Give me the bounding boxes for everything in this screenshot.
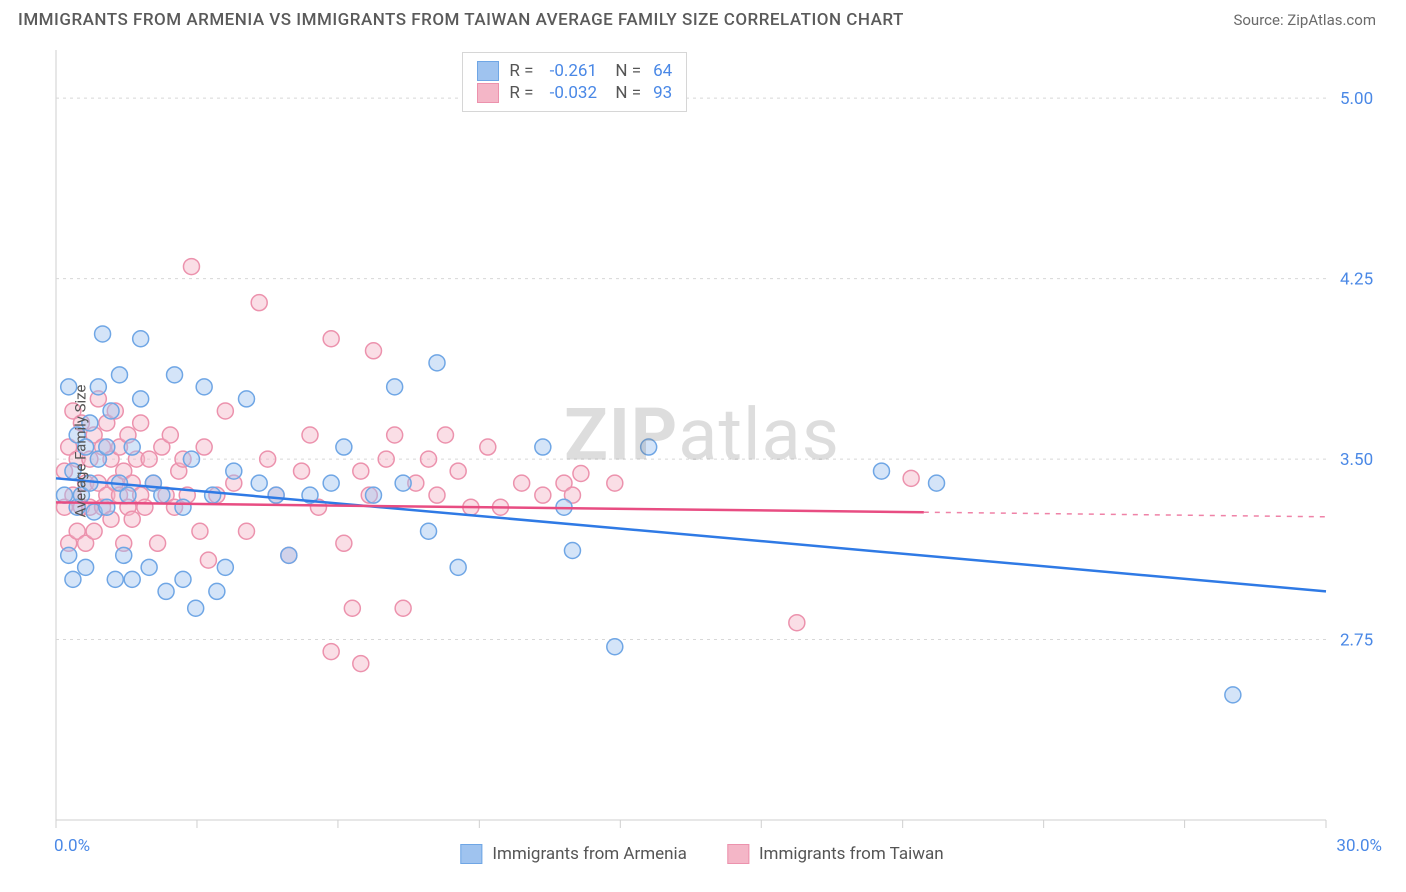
legend: Immigrants from Armenia Immigrants from …	[460, 844, 943, 864]
corr-r-value-taiwan: -0.032	[545, 83, 605, 103]
x-axis-max-label: 30.0%	[1336, 836, 1382, 856]
correlation-box: R = -0.261 N = 64 R = -0.032 N = 93	[462, 52, 687, 112]
source-label: Source: ZipAtlas.com	[1233, 11, 1376, 29]
legend-label-armenia: Immigrants from Armenia	[492, 844, 687, 864]
legend-swatch-taiwan	[727, 844, 749, 864]
chart-title: IMMIGRANTS FROM ARMENIA VS IMMIGRANTS FR…	[18, 10, 904, 30]
legend-label-taiwan: Immigrants from Taiwan	[759, 844, 944, 864]
corr-n-value-armenia: 64	[653, 61, 672, 81]
corr-n-value-taiwan: 93	[653, 83, 672, 103]
corr-r-label: R =	[509, 61, 533, 81]
legend-item-armenia: Immigrants from Armenia	[460, 844, 687, 864]
chart-area: Average Family Size 2.753.504.255.00 ZIP…	[18, 40, 1386, 862]
svg-text:2.75: 2.75	[1340, 631, 1373, 651]
scatter-chart: 2.75 3.50 4.25 5.00	[18, 40, 1386, 862]
y-axis-label: Average Family Size	[71, 385, 89, 518]
corr-n-label: N =	[615, 83, 641, 103]
svg-text:3.50: 3.50	[1340, 450, 1373, 470]
corr-swatch-armenia	[477, 61, 499, 81]
corr-row-armenia: R = -0.261 N = 64	[477, 61, 672, 81]
legend-swatch-armenia	[460, 844, 482, 864]
svg-text:4.25: 4.25	[1340, 270, 1373, 290]
legend-item-taiwan: Immigrants from Taiwan	[727, 844, 944, 864]
corr-row-taiwan: R = -0.032 N = 93	[477, 83, 672, 103]
corr-r-label: R =	[509, 83, 533, 103]
corr-r-value-armenia: -0.261	[545, 61, 605, 81]
x-axis-min-label: 0.0%	[54, 836, 90, 856]
corr-swatch-taiwan	[477, 83, 499, 103]
corr-n-label: N =	[615, 61, 641, 81]
svg-text:5.00: 5.00	[1340, 89, 1373, 109]
